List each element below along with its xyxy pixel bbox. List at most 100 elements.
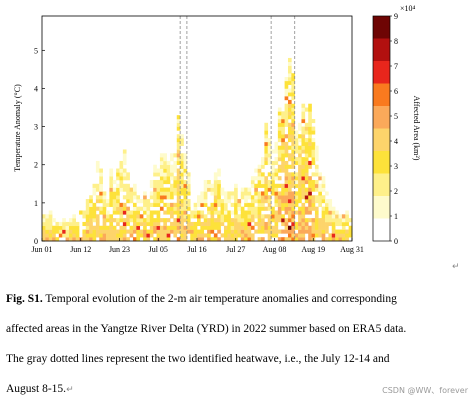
heatmap-cell (291, 157, 296, 162)
heatmap-cell (227, 214, 231, 219)
heatmap-cell (42, 221, 46, 227)
heatmap-cell (284, 237, 289, 242)
heatmap-cell (156, 225, 161, 230)
heatmap-cell (314, 210, 319, 215)
heatmap-cell (308, 191, 312, 196)
heatmap-cell (287, 187, 292, 192)
heatmap-cell (237, 233, 242, 238)
heatmap-cell (180, 164, 184, 169)
heatmap-cell (291, 214, 296, 219)
heatmap-cell (102, 221, 107, 227)
heatmap-cell (308, 130, 312, 135)
heatmap-cell (264, 187, 269, 192)
heatmap-cell (345, 218, 349, 223)
heatmap-cell (126, 191, 130, 196)
heatmap-cell (277, 138, 282, 143)
heatmap-cell (99, 229, 103, 234)
heatmap-cell (254, 210, 258, 215)
heatmap-cell (267, 183, 272, 188)
heatmap-cell (321, 176, 326, 181)
heatmap-cell (257, 221, 262, 227)
heatmap-cell (68, 218, 73, 223)
heatmap-cell (153, 191, 157, 196)
heatmap-cell (287, 191, 292, 196)
heatmap-cell (284, 111, 289, 116)
heatmap-cell (62, 225, 66, 230)
heatmap-cell (284, 153, 289, 158)
heatmap-cell (166, 172, 171, 177)
heatmap-cell (261, 199, 265, 204)
watermark: CSDN @WW、forever (382, 386, 468, 395)
caption-text-1: Temporal evolution of the 2-m air temper… (45, 293, 397, 305)
heatmap-cell (250, 233, 255, 238)
heatmap-cell (210, 202, 215, 207)
heatmap-cell (197, 237, 201, 242)
heatmap-cell (281, 229, 285, 234)
heatmap-cell (203, 183, 208, 188)
heatmap-cell (45, 218, 50, 223)
heatmap-cell (261, 195, 265, 200)
heatmap-cell (230, 229, 235, 234)
heatmap-cell (321, 221, 326, 227)
heatmap-cell (287, 122, 292, 127)
heatmap-cell (119, 233, 124, 238)
heatmap-cell (284, 160, 289, 166)
heatmap-cell (230, 225, 235, 230)
heatmap-cell (170, 206, 174, 211)
heatmap-cell (180, 221, 184, 227)
heatmap-cell (136, 225, 141, 230)
heatmap-cell (257, 225, 262, 230)
heatmap-cell (345, 221, 349, 227)
heatmap-cell (281, 115, 285, 120)
heatmap-cell (170, 168, 174, 173)
heatmap-cell (99, 187, 103, 192)
heatmap-cell (132, 225, 137, 230)
heatmap-cell (308, 183, 312, 188)
heatmap-cell (240, 229, 245, 234)
heatmap-cell (146, 221, 151, 227)
heatmap-cell (220, 191, 225, 196)
heatmap-cell (244, 202, 248, 207)
heatmap-cells (42, 57, 353, 242)
y-tick-label: 2 (34, 161, 38, 170)
heatmap-cell (186, 218, 191, 223)
heatmap-cell (240, 221, 245, 227)
heatmap-cell (166, 195, 171, 200)
heatmap-cell (284, 168, 289, 173)
heatmap-cell (287, 126, 292, 131)
heatmap-cell (271, 191, 275, 196)
heatmap-cell (287, 237, 292, 242)
heatmap-cell (287, 80, 292, 85)
heatmap-cell (166, 164, 171, 169)
heatmap-cell (271, 218, 275, 223)
heatmap-cell (116, 199, 120, 204)
caption-line-3: The gray dotted lines represent the two … (6, 353, 390, 365)
heatmap-cell (92, 237, 97, 242)
heatmap-cell (159, 218, 164, 223)
heatmap-cell (325, 202, 329, 207)
heatmap-cell (335, 229, 339, 234)
heatmap-cell (210, 214, 215, 219)
heatmap-cell (261, 176, 265, 181)
heatmap-cell (277, 153, 282, 158)
caption-text-4: August 8-15. (6, 383, 67, 395)
heatmap-cell (311, 229, 316, 234)
heatmap-cell (180, 141, 184, 146)
heatmap-cell (149, 183, 154, 188)
heatmap-cell (146, 218, 151, 223)
heatmap-cell (325, 191, 329, 196)
heatmap-cell (163, 187, 167, 192)
heatmap-cell (122, 172, 127, 177)
heatmap-cell (261, 183, 265, 188)
heatmap-cell (72, 218, 76, 223)
heatmap-cell (89, 206, 93, 211)
heatmap-cell (237, 202, 242, 207)
heatmap-cell (102, 225, 107, 230)
heatmap-cell (308, 103, 312, 108)
heatmap-cell (264, 138, 269, 143)
heatmap-cell (311, 187, 316, 192)
heatmap-cell (193, 210, 198, 215)
heatmap-cell (223, 202, 228, 207)
heatmap-cell (136, 221, 141, 227)
heatmap-cell (45, 221, 50, 227)
